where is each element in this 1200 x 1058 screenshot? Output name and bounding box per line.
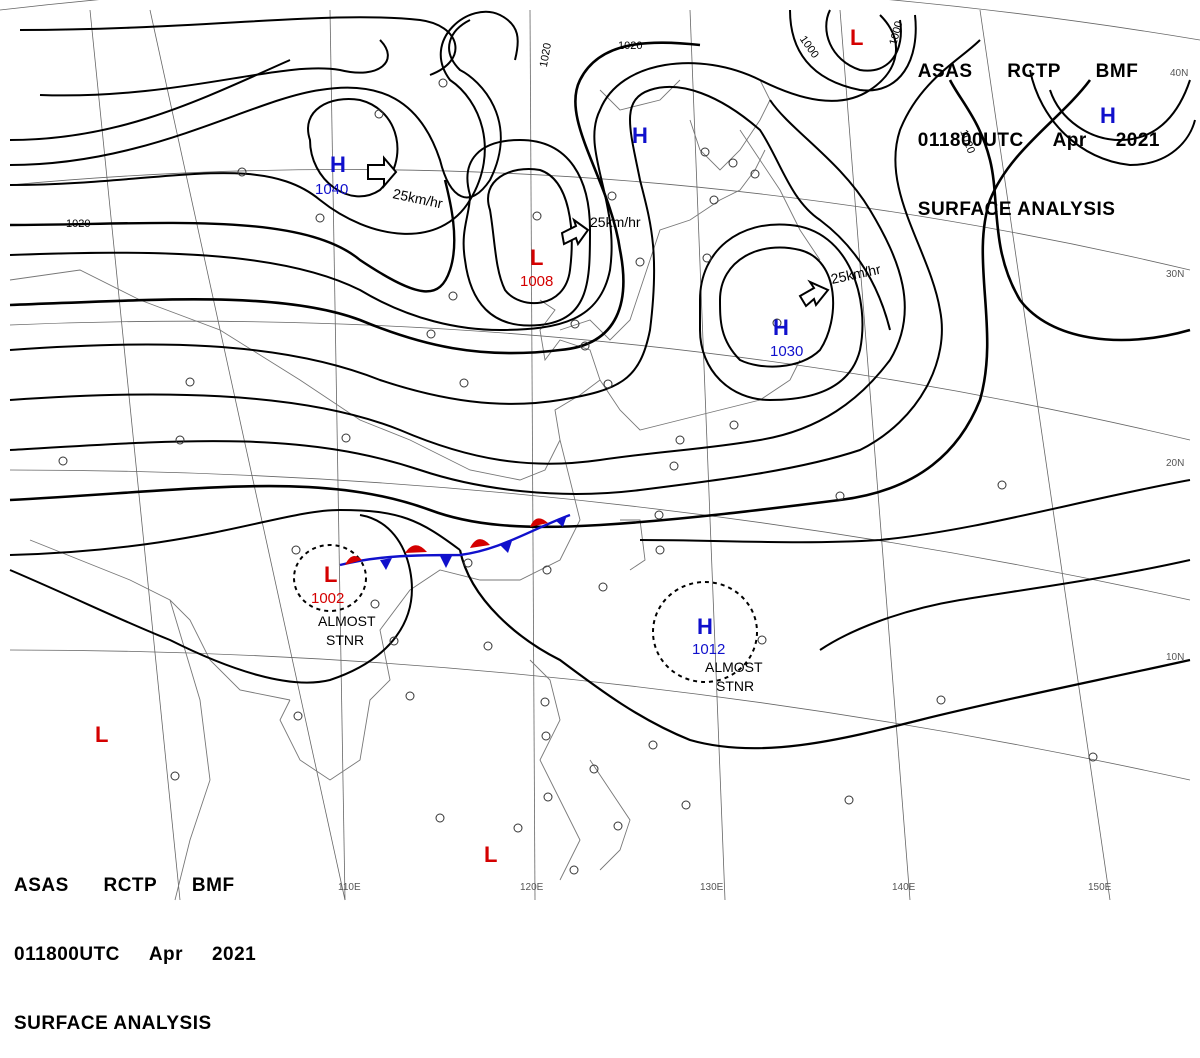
longitude-label: 150E: [1088, 882, 1112, 893]
isobar-label: 1020: [66, 218, 90, 230]
header-month: Apr: [1052, 130, 1087, 151]
low-center-value: 1002: [311, 590, 344, 607]
header-line-3: SURFACE ANALYSIS: [14, 1013, 212, 1034]
low-center-letter: L: [324, 562, 337, 587]
isobars: [9, 9, 1196, 750]
almost-stnr-label: STNR: [716, 678, 754, 694]
almost-stnr-label: ALMOST: [705, 659, 763, 675]
motion-arrow-icon: [798, 279, 830, 308]
high-center-value: 1030: [770, 343, 803, 360]
station-plots: [58, 78, 1098, 875]
high-center-letter: H: [632, 123, 648, 148]
low-center-value: 1008: [520, 273, 553, 290]
annotations: ALMOST STNR ALMOST STNR: [318, 613, 763, 694]
almost-stnr-label: STNR: [326, 632, 364, 648]
header-station: RCTP: [1007, 61, 1061, 82]
motion-label: 25km/hr: [391, 185, 444, 211]
header-line-1: ASAS RCTP BMF: [14, 874, 256, 897]
high-center-value: 1040: [315, 181, 348, 198]
longitude-label: 130E: [700, 882, 724, 893]
header-line-3: SURFACE ANALYSIS: [917, 199, 1116, 220]
high-center-letter: H: [330, 152, 346, 177]
longitude-labels: 110E 120E 130E 140E 150E: [338, 882, 1112, 893]
isobar-label: 1020: [538, 42, 554, 68]
motion-arrows: [367, 155, 830, 308]
header-source: ASAS: [917, 61, 973, 82]
header-line-2: 011800UTC Apr 2021: [918, 129, 1160, 152]
high-center-letter: H: [1100, 103, 1116, 128]
motion-label: 25km/hr: [590, 214, 641, 230]
latitude-label: 40N: [1170, 68, 1188, 79]
low-center-letter: L: [95, 722, 108, 747]
header-code: BMF: [191, 875, 235, 896]
motion-arrow-icon: [367, 155, 398, 189]
low-center-letter: L: [850, 25, 863, 50]
low-center-letter: L: [484, 842, 497, 867]
longitude-label: 110E: [338, 882, 361, 893]
low-center-letter: L: [530, 245, 543, 270]
header-month: Apr: [148, 944, 184, 965]
almost-stnr-label: ALMOST: [318, 613, 376, 629]
header-station: RCTP: [103, 875, 158, 896]
longitude-label: 140E: [892, 882, 916, 893]
motion-labels: 25km/hr 25km/hr 25km/hr: [391, 185, 882, 287]
header-top-right: ASAS RCTP BMF 011800UTC Apr 2021 SURFACE…: [918, 14, 1160, 244]
high-center-value: 1012: [692, 641, 725, 658]
header-time: 011800UTC: [14, 944, 120, 965]
high-center-letter: H: [773, 315, 789, 340]
pressure-centers: H 1040 L 1008 H H 1030 L H L 1002 H 1012…: [95, 25, 1116, 867]
graticule: [0, 0, 1200, 901]
header-year: 2021: [1115, 130, 1160, 151]
longitude-label: 120E: [520, 882, 544, 893]
header-line-1: ASAS RCTP BMF: [918, 60, 1160, 83]
latitude-labels: 40N 30N 20N 10N: [1166, 68, 1188, 663]
header-source: ASAS: [14, 875, 69, 896]
latitude-label: 10N: [1166, 652, 1184, 663]
isobar-labels: 1020 1020 1020 1000 1000 1020: [66, 20, 977, 230]
header-year: 2021: [211, 944, 257, 965]
latitude-label: 30N: [1166, 269, 1184, 280]
header-code: BMF: [1095, 61, 1139, 82]
header-bottom-left: ASAS RCTP BMF 011800UTC Apr 2021 SURFACE…: [14, 828, 256, 1058]
coastline: [9, 79, 821, 901]
stationary-systems: [293, 544, 758, 683]
high-center-letter: H: [697, 614, 713, 639]
isobar-label: 1020: [618, 40, 642, 52]
isobar-label: 1000: [887, 20, 905, 47]
weather-map: H 1040 L 1008 H H 1030 L H L 1002 H 1012…: [0, 0, 1200, 901]
stationary-front: [339, 513, 571, 570]
isobar-label: 1000: [797, 34, 821, 61]
header-time: 011800UTC: [917, 130, 1024, 151]
motion-arrow-icon: [560, 217, 590, 247]
header-line-2: 011800UTC Apr 2021: [14, 943, 256, 966]
latitude-label: 20N: [1166, 458, 1184, 469]
